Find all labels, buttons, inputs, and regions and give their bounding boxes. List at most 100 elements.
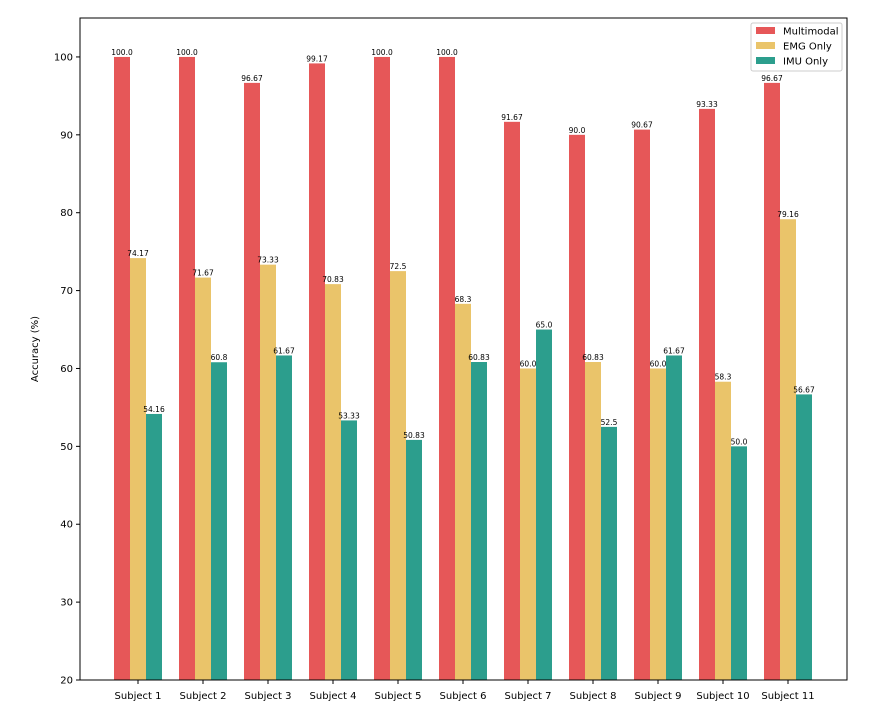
- y-axis: 20 30 40 50 60 70 80 90 100: [54, 52, 80, 687]
- data-label-multimodal-subject-5: 100.0: [371, 48, 393, 57]
- x-tick-label-subject-5: Subject 5: [375, 691, 422, 702]
- y-axis-label: Accuracy (%): [30, 316, 41, 382]
- x-axis: Subject 1 Subject 2 Subject 3 Subject 4 Subj…: [115, 680, 815, 702]
- bar-imu-only-subject-10: [731, 446, 747, 680]
- legend-label-emg-only: EMG Only: [783, 42, 832, 53]
- y-tick-label-40: 40: [60, 520, 73, 531]
- data-labels-layer: 100.0 74.17 54.16 100.0 71.67 60.8 96.67 73.33 6…: [111, 48, 815, 446]
- data-label-multimodal-subject-7: 91.67: [501, 113, 523, 122]
- data-label-multimodal-subject-6: 100.0: [436, 48, 458, 57]
- bar-emg-only-subject-8: [585, 362, 601, 680]
- bar-emg-only-subject-5: [390, 271, 406, 680]
- legend-swatch-multimodal: [756, 27, 775, 34]
- y-tick-label-20: 20: [60, 676, 73, 687]
- bar-imu-only-subject-7: [536, 329, 552, 680]
- bar-imu-only-subject-11: [796, 394, 812, 680]
- data-label-multimodal-subject-10: 93.33: [696, 100, 718, 109]
- data-label-multimodal-subject-11: 96.67: [761, 74, 783, 83]
- y-tick-label-70: 70: [60, 286, 73, 297]
- bar-multimodal-subject-9: [634, 129, 650, 680]
- x-tick-label-subject-4: Subject 4: [310, 691, 357, 702]
- data-label-multimodal-subject-1: 100.0: [111, 48, 133, 57]
- y-tick-label-100: 100: [54, 52, 73, 63]
- x-tick-label-subject-10: Subject 10: [696, 691, 749, 702]
- data-label-multimodal-subject-2: 100.0: [176, 48, 198, 57]
- bar-emg-only-subject-9: [650, 368, 666, 680]
- data-label-emg-only-subject-1: 74.17: [127, 249, 149, 258]
- data-label-imu-only-subject-9: 61.67: [663, 346, 685, 355]
- data-label-imu-only-subject-2: 60.8: [211, 353, 228, 362]
- x-tick-label-subject-8: Subject 8: [570, 691, 617, 702]
- bar-imu-only-subject-1: [146, 413, 162, 680]
- y-tick-label-50: 50: [60, 442, 73, 453]
- legend: Multimodal EMG Only IMU Only: [750, 22, 843, 72]
- legend-swatch-imu-only: [756, 57, 775, 64]
- legend-label-multimodal: Multimodal: [783, 27, 839, 38]
- bar-emg-only-subject-11: [780, 219, 796, 681]
- data-label-emg-only-subject-6: 68.3: [455, 295, 472, 304]
- x-tick-label-subject-3: Subject 3: [245, 691, 292, 702]
- data-label-emg-only-subject-7: 60.0: [520, 359, 537, 368]
- y-tick-label-80: 80: [60, 208, 73, 219]
- bar-imu-only-subject-6: [471, 362, 487, 680]
- data-label-emg-only-subject-10: 58.3: [715, 373, 732, 382]
- data-label-emg-only-subject-2: 71.67: [192, 269, 214, 278]
- bar-imu-only-subject-2: [211, 362, 227, 680]
- data-label-imu-only-subject-7: 65.0: [536, 321, 553, 330]
- bar-imu-only-subject-9: [666, 355, 682, 680]
- legend-swatch-emg-only: [756, 42, 775, 49]
- bar-multimodal-subject-7: [504, 121, 520, 680]
- bar-imu-only-subject-5: [406, 439, 422, 680]
- data-label-emg-only-subject-3: 73.33: [257, 256, 279, 265]
- data-label-emg-only-subject-5: 72.5: [390, 262, 407, 271]
- data-label-multimodal-subject-9: 90.67: [631, 121, 653, 130]
- bar-multimodal-subject-3: [244, 82, 260, 681]
- bar-emg-only-subject-7: [520, 368, 536, 680]
- data-label-imu-only-subject-10: 50.0: [731, 437, 748, 446]
- data-label-imu-only-subject-3: 61.67: [273, 346, 295, 355]
- data-label-emg-only-subject-8: 60.83: [582, 353, 604, 362]
- x-tick-label-subject-7: Subject 7: [505, 691, 552, 702]
- x-tick-label-subject-1: Subject 1: [115, 691, 162, 702]
- bar-emg-only-subject-10: [715, 381, 731, 680]
- bar-emg-only-subject-3: [260, 264, 276, 680]
- bar-multimodal-subject-11: [764, 82, 780, 681]
- bar-multimodal-subject-8: [569, 134, 585, 680]
- legend-label-imu-only: IMU Only: [783, 57, 828, 68]
- data-label-multimodal-subject-4: 99.17: [306, 54, 328, 63]
- bar-imu-only-subject-8: [601, 426, 617, 680]
- data-label-emg-only-subject-4: 70.83: [322, 275, 344, 284]
- data-label-imu-only-subject-5: 50.83: [403, 431, 425, 440]
- bar-emg-only-subject-6: [455, 303, 471, 680]
- y-tick-label-30: 30: [60, 598, 73, 609]
- data-label-emg-only-subject-11: 79.16: [777, 210, 799, 219]
- bar-multimodal-subject-2: [179, 56, 195, 681]
- y-tick-label-90: 90: [60, 130, 73, 141]
- x-tick-label-subject-6: Subject 6: [440, 691, 487, 702]
- bar-multimodal-subject-10: [699, 108, 715, 681]
- bar-emg-only-subject-1: [130, 258, 146, 680]
- data-label-multimodal-subject-8: 90.0: [569, 126, 586, 135]
- bar-multimodal-subject-1: [114, 56, 130, 681]
- data-label-multimodal-subject-3: 96.67: [241, 74, 263, 83]
- bar-multimodal-subject-6: [439, 56, 455, 681]
- x-tick-label-subject-2: Subject 2: [180, 691, 227, 702]
- x-tick-label-subject-11: Subject 11: [761, 691, 814, 702]
- bar-emg-only-subject-4: [325, 284, 341, 680]
- data-label-imu-only-subject-4: 53.33: [338, 411, 360, 420]
- bar-multimodal-subject-4: [309, 63, 325, 681]
- data-label-imu-only-subject-8: 52.5: [601, 418, 618, 427]
- bars-layer: [114, 56, 812, 681]
- data-label-emg-only-subject-9: 60.0: [650, 359, 667, 368]
- bar-imu-only-subject-4: [341, 420, 357, 680]
- y-tick-label-60: 60: [60, 364, 73, 375]
- data-label-imu-only-subject-1: 54.16: [143, 405, 165, 414]
- data-label-imu-only-subject-6: 60.83: [468, 353, 490, 362]
- bar-multimodal-subject-5: [374, 56, 390, 681]
- bar-imu-only-subject-3: [276, 355, 292, 680]
- data-label-imu-only-subject-11: 56.67: [793, 385, 815, 394]
- x-tick-label-subject-9: Subject 9: [635, 691, 682, 702]
- bar-emg-only-subject-2: [195, 277, 211, 680]
